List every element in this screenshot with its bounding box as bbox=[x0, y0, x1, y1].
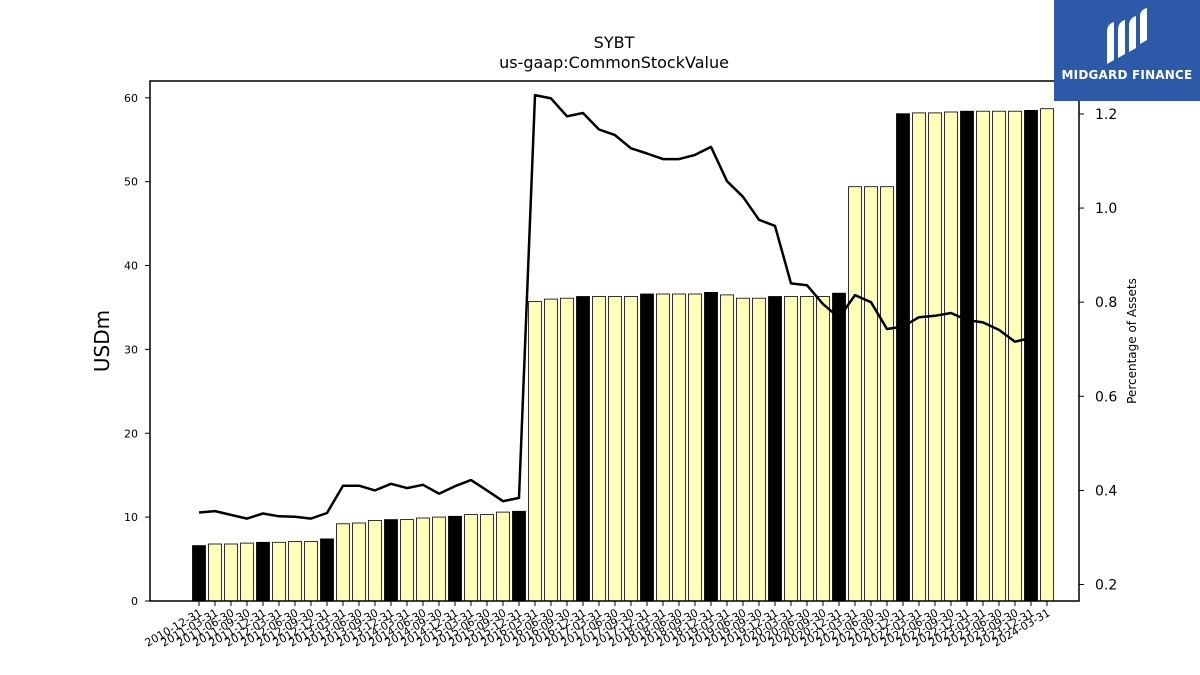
bar bbox=[448, 515, 462, 602]
line-series bbox=[198, 93, 1032, 520]
bar bbox=[416, 517, 430, 602]
bar bbox=[736, 297, 750, 602]
bar bbox=[432, 516, 446, 602]
y-tick-label: 60 bbox=[124, 92, 138, 105]
logo-text: MIDGARD FINANCE bbox=[1061, 68, 1193, 82]
bar bbox=[928, 112, 942, 602]
y2-tick-label: 0.4 bbox=[1095, 483, 1117, 499]
y2-tick-label: 0.6 bbox=[1095, 389, 1117, 405]
bar bbox=[320, 538, 334, 602]
bar bbox=[688, 293, 702, 602]
bar bbox=[624, 296, 638, 602]
y2-tick-label: 0.2 bbox=[1095, 578, 1117, 594]
bar bbox=[496, 511, 510, 602]
bar bbox=[512, 510, 526, 602]
bar-series bbox=[192, 108, 1054, 602]
y-axis-label: USDm bbox=[90, 310, 114, 372]
y2-tick-label: 1.2 bbox=[1095, 107, 1117, 123]
bar bbox=[480, 514, 494, 602]
bar bbox=[576, 296, 590, 602]
bar bbox=[528, 301, 542, 602]
chart-title: SYBT bbox=[594, 33, 635, 52]
bar bbox=[1024, 110, 1038, 602]
bar bbox=[352, 522, 366, 602]
y-tick-label: 30 bbox=[124, 343, 138, 356]
bar bbox=[976, 110, 990, 602]
bar bbox=[256, 541, 270, 602]
bar bbox=[656, 293, 670, 602]
bar bbox=[640, 293, 654, 602]
bar bbox=[544, 298, 558, 602]
y-tick-label: 40 bbox=[124, 260, 138, 273]
bar bbox=[192, 545, 206, 602]
y-axis-left: 0 10 20 30 40 50 60 bbox=[124, 92, 150, 608]
bar bbox=[384, 519, 398, 602]
y2-axis-label: Percentage of Assets bbox=[1125, 278, 1139, 404]
bar bbox=[800, 296, 814, 602]
bar bbox=[336, 523, 350, 602]
bar bbox=[992, 110, 1006, 602]
bar bbox=[608, 296, 622, 602]
bar bbox=[288, 541, 302, 602]
bar bbox=[864, 186, 878, 602]
bar bbox=[224, 543, 238, 602]
brand-logo: MIDGARD FINANCE bbox=[1054, 0, 1200, 101]
y-axis-right: 0.2 0.4 0.6 0.8 1.0 1.2 bbox=[1079, 107, 1117, 594]
bar bbox=[880, 186, 894, 602]
bar bbox=[704, 291, 718, 602]
bar bbox=[896, 113, 910, 602]
bar bbox=[912, 112, 926, 602]
y2-tick-label: 1.0 bbox=[1095, 201, 1117, 217]
bar bbox=[592, 296, 606, 602]
bar bbox=[944, 111, 958, 602]
bar bbox=[848, 186, 862, 602]
bar bbox=[368, 520, 382, 602]
bar bbox=[560, 297, 574, 602]
x-axis: 2010-12-312011-03-312011-06-302011-09-30… bbox=[143, 601, 1053, 650]
bar bbox=[768, 296, 782, 602]
y-tick-label: 50 bbox=[124, 176, 138, 189]
bar bbox=[960, 110, 974, 602]
bar bbox=[1008, 110, 1022, 602]
y-tick-label: 20 bbox=[124, 427, 138, 440]
bar bbox=[672, 293, 686, 602]
bar bbox=[400, 519, 414, 602]
bar bbox=[1040, 108, 1054, 602]
bar bbox=[752, 297, 766, 602]
chart-subtitle: us-gaap:CommonStockValue bbox=[499, 53, 729, 72]
bar bbox=[816, 296, 830, 602]
y-tick-label: 0 bbox=[131, 595, 138, 608]
y-tick-label: 10 bbox=[124, 511, 138, 524]
midgard-logo-icon bbox=[1107, 8, 1147, 64]
bar bbox=[784, 296, 798, 602]
bar bbox=[304, 541, 318, 602]
bar bbox=[720, 294, 734, 602]
bar bbox=[240, 542, 254, 602]
bar bbox=[832, 292, 846, 602]
bar bbox=[464, 514, 478, 602]
bar bbox=[208, 543, 222, 602]
percentage-line bbox=[198, 93, 1032, 520]
bar bbox=[272, 541, 286, 602]
y2-tick-label: 0.8 bbox=[1095, 295, 1117, 311]
